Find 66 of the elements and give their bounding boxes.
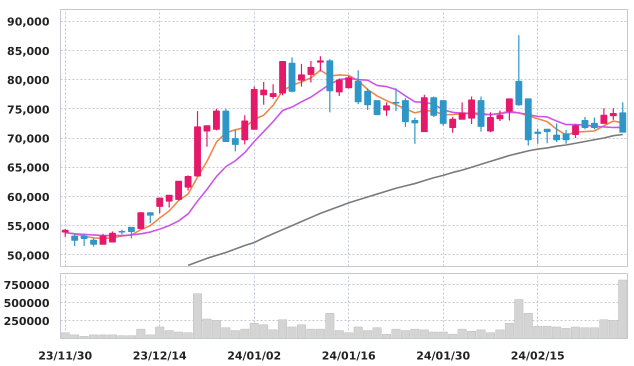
candlestick bbox=[241, 114, 248, 146]
y-tick-label: 85,000 bbox=[7, 44, 50, 58]
candlestick bbox=[260, 81, 268, 106]
candlestick bbox=[553, 122, 560, 143]
candlestick bbox=[71, 233, 78, 247]
line-series bbox=[187, 134, 624, 266]
candlestick bbox=[582, 116, 588, 130]
candlestick bbox=[544, 128, 551, 144]
candlestick bbox=[374, 100, 381, 116]
x-tick-label: 24/01/02 bbox=[227, 350, 282, 362]
x-tick-label: 24/01/30 bbox=[416, 350, 471, 362]
x-tick-label: 24/02/15 bbox=[510, 350, 565, 362]
candlestick bbox=[600, 108, 608, 124]
candlestick bbox=[232, 129, 239, 152]
candlestick bbox=[619, 102, 626, 133]
candlestick bbox=[298, 63, 305, 88]
y-tick-label: 65,000 bbox=[7, 162, 50, 175]
candlestick bbox=[184, 174, 192, 192]
candlestick bbox=[440, 100, 447, 126]
candlestick bbox=[175, 180, 182, 202]
candlestick bbox=[336, 78, 343, 97]
candlestick bbox=[364, 88, 372, 111]
candlestick bbox=[383, 102, 390, 116]
candlestick bbox=[307, 60, 314, 84]
x-tick-label: 24/01/16 bbox=[322, 350, 376, 362]
x-tick-label: 23/11/30 bbox=[38, 350, 93, 362]
candlestick bbox=[156, 198, 164, 214]
y-tick-label: 55,000 bbox=[7, 220, 50, 234]
candlestick bbox=[166, 194, 173, 208]
candlestick bbox=[270, 84, 277, 100]
y-tick-label: 80,000 bbox=[7, 74, 50, 88]
candlestick bbox=[534, 128, 542, 144]
candlestick bbox=[392, 88, 400, 112]
y-tick-label: 60,000 bbox=[7, 190, 50, 204]
candlestick bbox=[610, 108, 617, 120]
candlestick bbox=[100, 233, 106, 245]
y-tick-label: 50,000 bbox=[7, 249, 50, 262]
candlestick bbox=[212, 108, 220, 132]
candlestick bbox=[590, 116, 598, 130]
candlestick bbox=[80, 233, 88, 247]
candlestick bbox=[430, 96, 438, 118]
y-tick-label: 250000 bbox=[4, 314, 50, 328]
candlestick bbox=[458, 102, 466, 120]
y-tick-label: 90,000 bbox=[7, 16, 50, 29]
candlestick bbox=[515, 34, 522, 106]
candlestick bbox=[572, 124, 579, 139]
candlestick bbox=[487, 112, 494, 133]
candlestick bbox=[562, 129, 570, 144]
candlestick bbox=[449, 116, 456, 134]
candlestick bbox=[506, 98, 513, 122]
y-tick-label: 70,000 bbox=[7, 132, 50, 146]
candlestick bbox=[496, 110, 504, 122]
x-tick-label: 23/12/14 bbox=[132, 350, 188, 362]
candlestick bbox=[411, 116, 418, 144]
candlestick bbox=[354, 70, 362, 105]
candlestick bbox=[345, 75, 352, 89]
candlestick bbox=[402, 98, 409, 128]
y-tick-label: 750000 bbox=[4, 278, 50, 292]
candlestick bbox=[128, 226, 135, 240]
candlestick bbox=[468, 96, 476, 125]
candlestick bbox=[204, 125, 210, 148]
y-tick-label: 75,000 bbox=[7, 103, 50, 116]
candlestick bbox=[316, 56, 324, 72]
candlestick bbox=[109, 230, 116, 243]
y-tick-label: 500000 bbox=[4, 296, 50, 310]
candlestick bbox=[137, 212, 144, 230]
